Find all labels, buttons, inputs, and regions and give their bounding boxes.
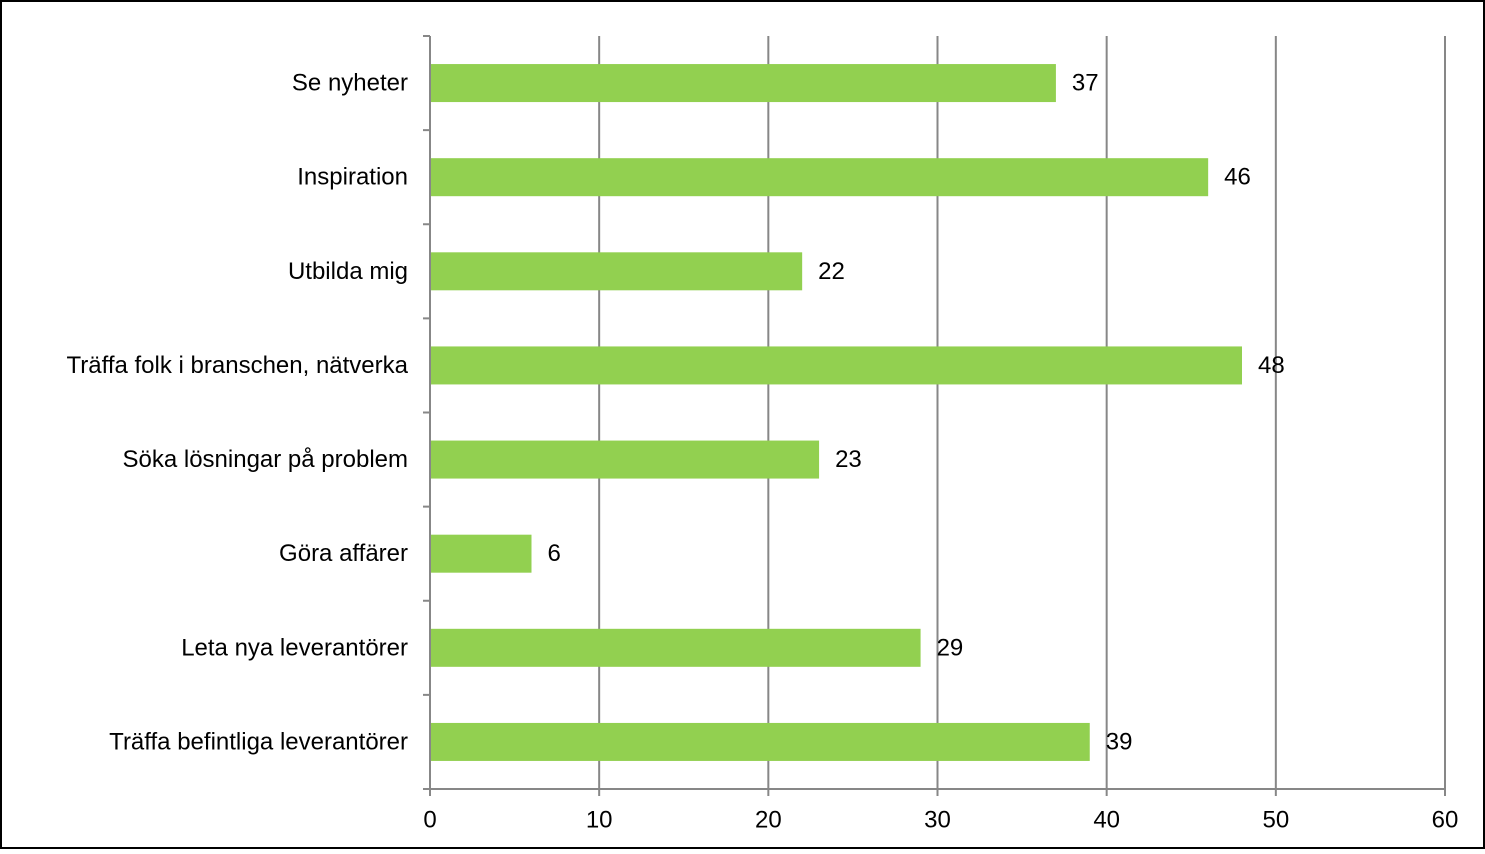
category-label-0: Se nyheter: [292, 70, 408, 97]
x-tick-label-0: 0: [423, 807, 436, 834]
x-tick-label-30: 30: [924, 807, 951, 834]
category-label-2: Utbilda mig: [288, 258, 408, 285]
category-label-7: Träffa befintliga leverantörer: [109, 728, 408, 755]
bar-4: [430, 440, 820, 479]
labels: 37 Se nyheter 46 Inspiration 22 Utbilda mig 48…: [66, 70, 1458, 834]
data-label-0: 37: [1072, 70, 1099, 97]
x-tick-label-10: 10: [586, 807, 613, 834]
category-label-3: Träffa folk i branschen, nätverka: [66, 352, 408, 379]
bar-0: [430, 64, 1056, 103]
x-tick-label-20: 20: [755, 807, 782, 834]
bars: [430, 64, 1242, 761]
bar-7: [430, 722, 1090, 761]
bar-6: [430, 628, 921, 667]
bar-5: [430, 534, 532, 573]
data-label-3: 48: [1258, 352, 1285, 379]
category-label-1: Inspiration: [297, 164, 408, 191]
bar-2: [430, 252, 803, 291]
x-tick-label-50: 50: [1262, 807, 1289, 834]
category-label-5: Göra affärer: [279, 540, 408, 567]
bar-1: [430, 158, 1209, 197]
axes: [423, 35, 1446, 796]
data-label-5: 6: [548, 540, 561, 567]
x-tick-label-60: 60: [1432, 807, 1459, 834]
category-label-6: Leta nya leverantörer: [181, 634, 408, 661]
data-label-6: 29: [937, 634, 964, 661]
bar-3: [430, 346, 1242, 385]
data-label-7: 39: [1106, 728, 1133, 755]
data-label-4: 23: [835, 446, 862, 473]
data-label-2: 22: [818, 258, 845, 285]
data-label-1: 46: [1224, 164, 1251, 191]
category-label-4: Söka lösningar på problem: [122, 446, 408, 473]
x-tick-label-40: 40: [1093, 807, 1120, 834]
